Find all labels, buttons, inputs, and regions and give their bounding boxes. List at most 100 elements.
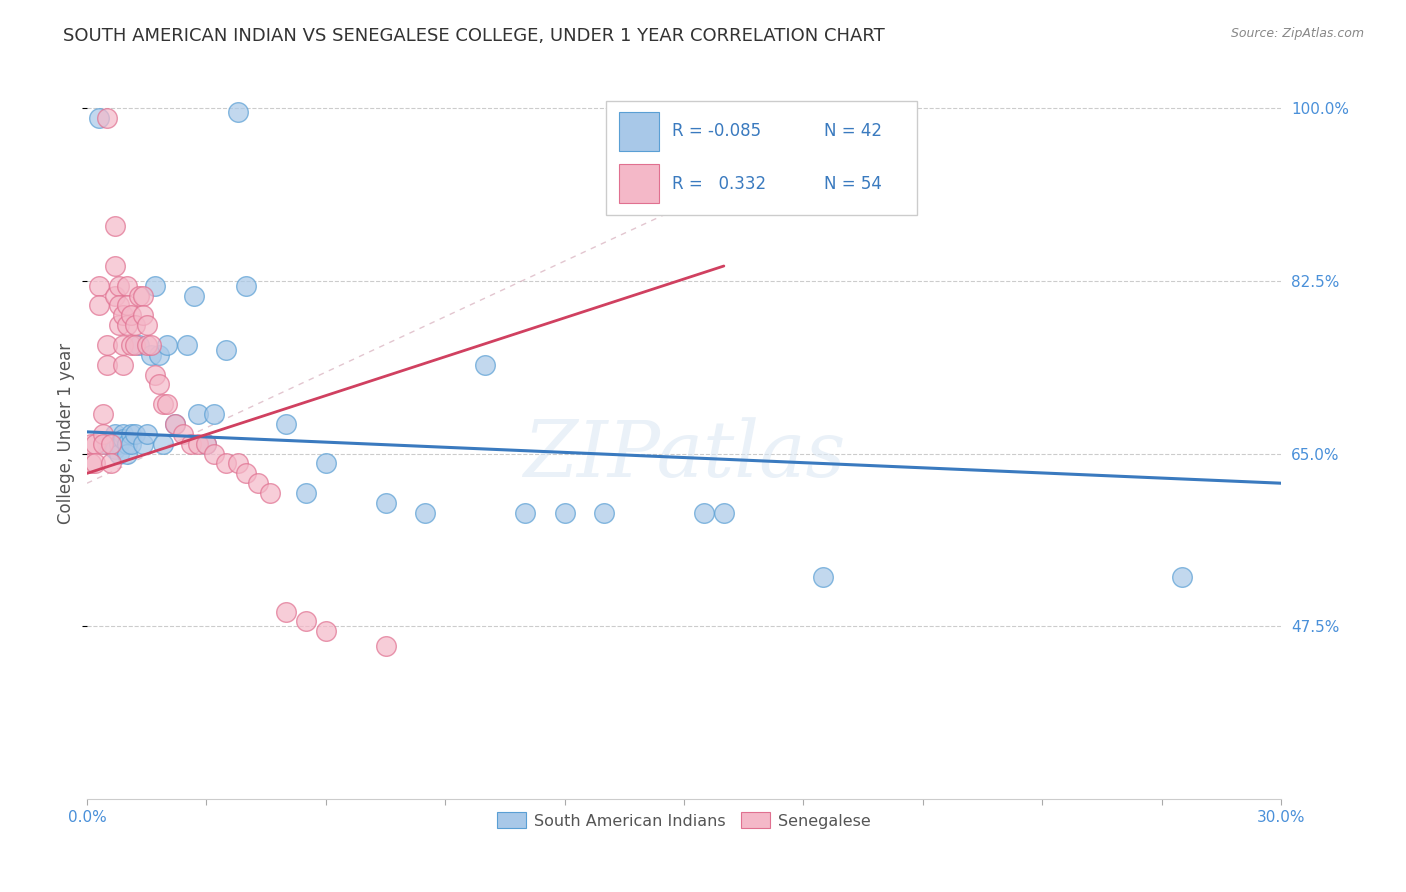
Point	[187, 436, 209, 450]
Point	[104, 426, 127, 441]
Point	[104, 288, 127, 302]
Point	[474, 358, 496, 372]
Point	[87, 278, 110, 293]
Point	[195, 436, 218, 450]
Legend: South American Indians, Senegalese: South American Indians, Senegalese	[491, 805, 877, 835]
Point	[84, 436, 107, 450]
Point	[87, 111, 110, 125]
Point	[91, 436, 114, 450]
Point	[132, 288, 155, 302]
Point	[120, 309, 142, 323]
Point	[247, 476, 270, 491]
Point	[135, 426, 157, 441]
Point	[108, 298, 131, 312]
Point	[172, 426, 194, 441]
Point	[148, 348, 170, 362]
Point	[120, 338, 142, 352]
Point	[120, 426, 142, 441]
Point	[115, 436, 138, 450]
Point	[139, 338, 162, 352]
Point	[100, 457, 122, 471]
Point	[115, 278, 138, 293]
Point	[80, 457, 103, 471]
Point	[80, 436, 103, 450]
Point	[176, 338, 198, 352]
Point	[104, 442, 127, 456]
Point	[148, 377, 170, 392]
Point	[274, 605, 297, 619]
Point	[108, 436, 131, 450]
Point	[111, 338, 134, 352]
Point	[104, 219, 127, 234]
Point	[187, 407, 209, 421]
Point	[108, 447, 131, 461]
Point	[215, 457, 238, 471]
Point	[100, 436, 122, 450]
Point	[115, 447, 138, 461]
Point	[108, 318, 131, 333]
Point	[183, 288, 205, 302]
Point	[111, 358, 134, 372]
Point	[259, 486, 281, 500]
Point	[415, 506, 437, 520]
Point	[163, 417, 186, 431]
Point	[135, 318, 157, 333]
Point	[111, 432, 134, 446]
Point	[235, 467, 257, 481]
Point	[108, 278, 131, 293]
Point	[156, 397, 179, 411]
Point	[124, 338, 146, 352]
Point	[215, 343, 238, 357]
Point	[91, 426, 114, 441]
Point	[1170, 570, 1192, 584]
Point	[91, 407, 114, 421]
Point	[274, 417, 297, 431]
Point	[124, 426, 146, 441]
Point	[128, 338, 150, 352]
Text: SOUTH AMERICAN INDIAN VS SENEGALESE COLLEGE, UNDER 1 YEAR CORRELATION CHART: SOUTH AMERICAN INDIAN VS SENEGALESE COLL…	[63, 27, 884, 45]
Point	[713, 506, 735, 520]
Point	[315, 624, 337, 639]
Point	[374, 496, 396, 510]
Point	[143, 368, 166, 382]
Point	[156, 338, 179, 352]
Point	[96, 338, 118, 352]
Text: Source: ZipAtlas.com: Source: ZipAtlas.com	[1230, 27, 1364, 40]
Point	[195, 436, 218, 450]
Point	[124, 318, 146, 333]
Point	[84, 457, 107, 471]
Point	[111, 426, 134, 441]
Point	[152, 397, 174, 411]
Point	[96, 111, 118, 125]
Point	[226, 105, 249, 120]
Point	[226, 457, 249, 471]
Point	[96, 358, 118, 372]
Point	[87, 298, 110, 312]
Point	[104, 259, 127, 273]
Point	[132, 309, 155, 323]
Point	[295, 615, 318, 629]
Point	[813, 570, 835, 584]
Point	[693, 506, 716, 520]
Point	[115, 298, 138, 312]
Point	[132, 436, 155, 450]
Point	[120, 436, 142, 450]
Point	[96, 436, 118, 450]
Point	[135, 338, 157, 352]
Point	[202, 447, 225, 461]
Text: ZIPatlas: ZIPatlas	[523, 417, 845, 494]
Point	[295, 486, 318, 500]
Point	[374, 639, 396, 653]
Point	[513, 506, 536, 520]
Point	[143, 278, 166, 293]
Point	[202, 407, 225, 421]
Point	[179, 436, 201, 450]
Point	[139, 348, 162, 362]
Point	[554, 506, 576, 520]
Point	[593, 506, 616, 520]
Point	[315, 457, 337, 471]
Point	[128, 288, 150, 302]
Point	[111, 309, 134, 323]
Point	[115, 318, 138, 333]
Point	[152, 436, 174, 450]
